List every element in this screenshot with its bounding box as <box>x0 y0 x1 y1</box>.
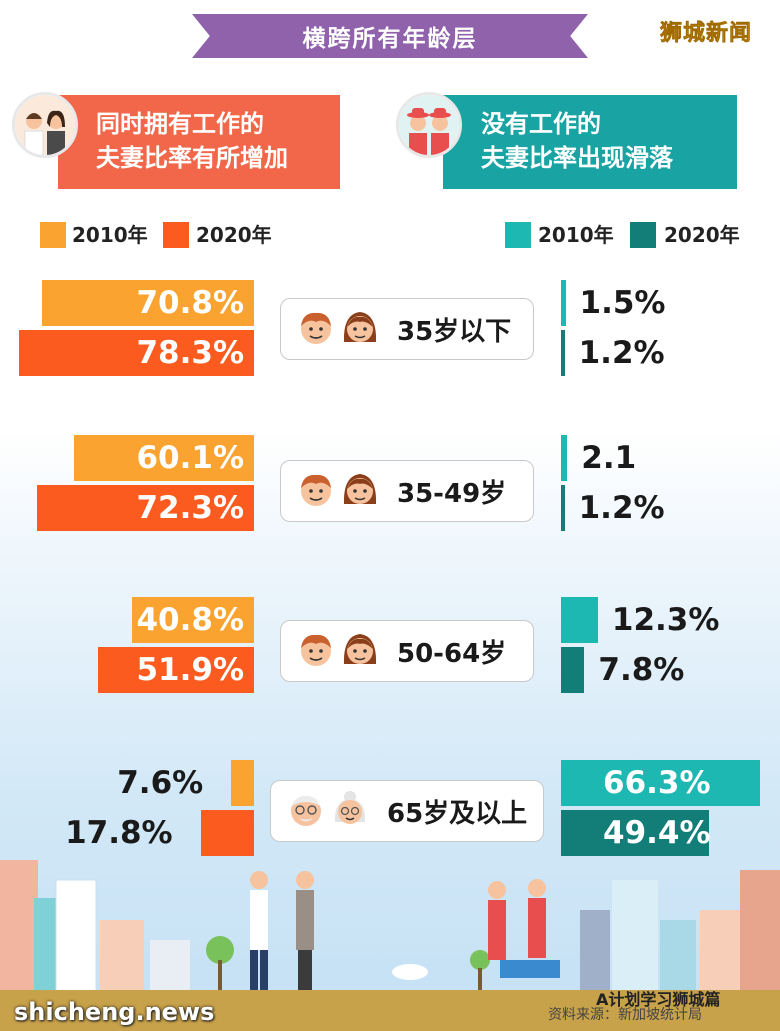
right-bar-2020 <box>561 330 565 376</box>
right-bar-2010 <box>561 435 568 481</box>
left-bar-value-label: 72.3% <box>136 490 244 526</box>
legend-right-2010-label: 2010年 <box>538 223 614 247</box>
woman-face-icon <box>341 630 379 672</box>
legend-right-2020-label: 2020年 <box>664 223 740 247</box>
left-bar-2020 <box>37 485 254 531</box>
right-bar-2010 <box>561 280 566 326</box>
bar-chart-area: 70.8% 60.1% 40.8% 7.6% 78.3% 72.3% 51.9% 17.8% 1… <box>19 280 760 856</box>
left-bar-value-label: 17.8% <box>65 815 173 851</box>
right-bar-value-label: 49.4% <box>603 815 711 851</box>
man-face-icon <box>297 308 335 350</box>
site-logo: shicheng.news <box>14 998 215 1026</box>
right-bar-value-label: 2.1 <box>581 440 637 476</box>
right-bar-value-label: 1.5% <box>579 285 666 321</box>
left-bar-value-label: 70.8% <box>136 285 244 321</box>
left-bar-2010 <box>41 280 254 326</box>
left-bar-2010 <box>131 597 254 643</box>
group-pill: 65岁及以上 <box>270 780 544 842</box>
left-header: 同时拥有工作的 夫妻比率有所增加 <box>58 95 340 189</box>
group-label: 65岁及以上 <box>387 798 528 829</box>
right-header-line2: 夫妻比率出现滑落 <box>481 144 673 172</box>
faces-elderly <box>287 790 369 832</box>
woman-face-icon <box>341 470 379 512</box>
right-bar-value-label: 7.8% <box>598 652 685 688</box>
left-bar-2010 <box>73 435 254 481</box>
retired-couple-icon <box>396 92 462 158</box>
elderly-man-face-icon <box>287 790 325 832</box>
left-header-line2: 夫妻比率有所增加 <box>96 144 288 172</box>
group-pill: 50-64岁 <box>280 620 534 682</box>
group-label: 35-49岁 <box>397 478 507 509</box>
right-bar-2010 <box>561 597 598 643</box>
legend-left-2020-label: 2020年 <box>196 223 272 247</box>
legend-left-2010-swatch <box>40 222 66 248</box>
group-pill: 35-49岁 <box>280 460 534 522</box>
legend-left-2010-label: 2010年 <box>72 223 148 247</box>
left-bar-value-label: 51.9% <box>136 652 244 688</box>
right-bar-value-label: 1.2% <box>578 490 665 526</box>
group-label: 50-64岁 <box>397 638 507 669</box>
man-face-icon <box>297 470 335 512</box>
left-bar-2020 <box>19 330 254 376</box>
title-banner: 横跨所有年龄层 <box>192 14 588 58</box>
right-bar-value-label: 12.3% <box>611 602 720 638</box>
left-bar-value-label: 60.1% <box>136 440 244 476</box>
faces-young <box>297 470 379 512</box>
right-bar-2020 <box>561 647 585 693</box>
elderly-woman-face-icon <box>331 790 369 832</box>
right-bar-value-label: 1.2% <box>578 335 665 371</box>
left-bar-2020 <box>200 810 254 856</box>
right-bar-value-label: 66.3% <box>603 765 711 801</box>
faces-young <box>297 308 379 350</box>
right-bar-2020 <box>561 485 565 531</box>
left-header-line1: 同时拥有工作的 <box>96 110 264 138</box>
brand-logo: 狮城新闻 <box>660 21 753 47</box>
right-bar-2010 <box>561 760 760 806</box>
group-pill: 35岁以下 <box>280 298 534 360</box>
left-bar-2020 <box>98 647 254 693</box>
legend-right-2010-swatch <box>505 222 531 248</box>
group-label: 35岁以下 <box>397 316 512 347</box>
left-bar-value-label: 40.8% <box>136 602 244 638</box>
working-couple-icon <box>12 92 78 158</box>
faces-young <box>297 630 379 672</box>
right-header: 没有工作的 夫妻比率出现滑落 <box>443 95 737 189</box>
source-text: 资料来源：新加坡统计局 <box>548 1007 702 1023</box>
wechat-tag: A计划学习狮城篇 <box>596 990 721 1009</box>
left-bar-value-label: 78.3% <box>136 335 244 371</box>
woman-face-icon <box>341 308 379 350</box>
legend-right-2020-swatch <box>630 222 656 248</box>
right-bar-2020 <box>561 810 710 856</box>
city-skyline-illustration <box>0 860 780 1031</box>
right-header-line1: 没有工作的 <box>481 110 601 138</box>
legend-left-2020-swatch <box>163 222 189 248</box>
man-face-icon <box>297 630 335 672</box>
left-bar-2010 <box>231 760 254 806</box>
left-bar-value-label: 7.6% <box>117 765 204 801</box>
page-title: 横跨所有年龄层 <box>302 26 478 52</box>
